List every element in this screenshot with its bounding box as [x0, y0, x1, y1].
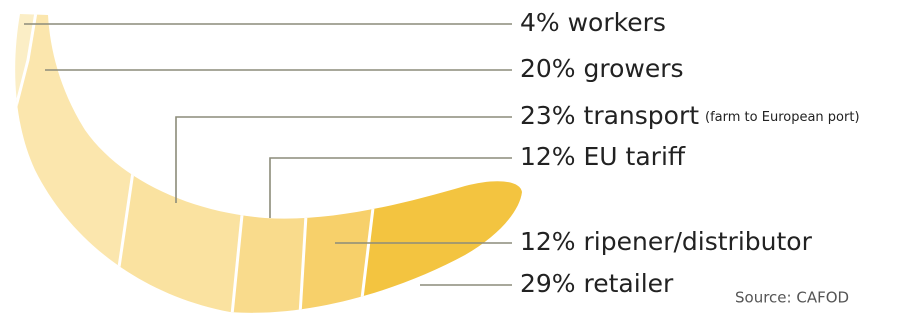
label: 29% retailer [520, 269, 674, 298]
label: 23% transport (farm to European port) [520, 101, 860, 130]
label: 4% workers [520, 8, 666, 37]
label-note: (farm to European port) [705, 110, 859, 125]
banana-infographic: 4% workers 20% growers 23% transport (far… [0, 0, 905, 315]
label: 20% growers [520, 54, 684, 83]
label: 12% EU tariff [520, 142, 686, 171]
label: 23% transport [520, 101, 699, 130]
label: 12% ripener/distributor [520, 227, 813, 256]
source: Source: CAFOD [735, 289, 849, 307]
